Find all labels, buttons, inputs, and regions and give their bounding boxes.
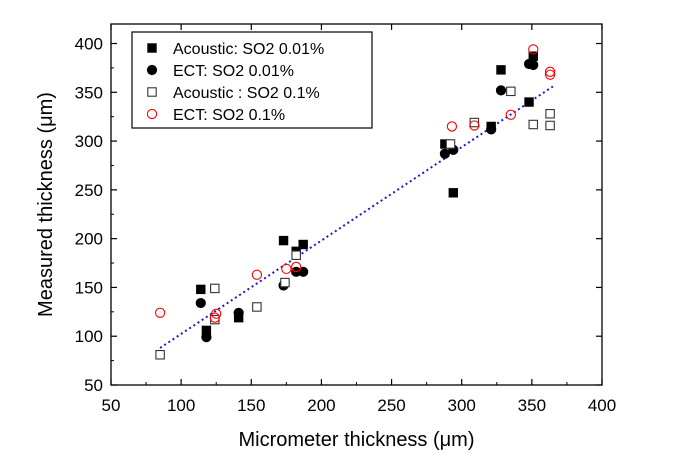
legend: Acoustic: SO2 0.01% ECT: SO2 0.01% Acousti… (131, 31, 373, 129)
data-point-series-3 (155, 350, 165, 360)
data-point-series-3 (445, 139, 456, 149)
data-point-series-2 (486, 124, 497, 135)
y-tick-label: 400 (75, 35, 103, 54)
y-tick-label: 100 (75, 327, 103, 346)
data-point-series-1 (278, 235, 289, 246)
legend-label: Acoustic: SO2 0.01% (173, 41, 324, 58)
data-point-series-1 (524, 97, 534, 107)
legend-marker (147, 87, 157, 97)
data-point-series-2 (528, 59, 539, 71)
x-tick-label: 150 (237, 396, 265, 415)
data-point-series-1 (298, 239, 308, 250)
legend-marker (147, 43, 157, 53)
data-point-series-2 (195, 297, 206, 309)
data-point-series-1 (196, 284, 206, 295)
legend-marker (146, 108, 158, 120)
data-point-series-3 (545, 120, 555, 131)
data-point-series-2 (201, 332, 212, 343)
data-point-series-2 (495, 85, 507, 96)
data-point-series-4 (469, 120, 480, 131)
x-tick-label: 350 (518, 396, 546, 415)
data-point-series-3 (291, 250, 301, 260)
data-point-series-3 (210, 283, 220, 294)
x-tick-label: 250 (377, 396, 405, 415)
legend-marker (146, 64, 158, 76)
y-tick-label: 50 (84, 376, 103, 395)
x-tick-label: 400 (588, 396, 616, 415)
legend-label: Acoustic : SO2 0.1% (173, 85, 320, 102)
y-tick-label: 200 (75, 230, 103, 249)
y-tick-label: 250 (75, 181, 103, 200)
data-point-series-4 (281, 263, 292, 275)
data-point-series-4 (505, 109, 516, 120)
data-point-series-1 (496, 65, 506, 75)
data-point-series-4 (544, 66, 556, 77)
data-point-series-4 (154, 307, 166, 318)
y-tick-label: 150 (75, 278, 103, 297)
x-tick-label: 300 (448, 396, 476, 415)
data-point-series-4 (211, 308, 222, 319)
data-point-series-4 (528, 44, 539, 55)
data-point-series-2 (439, 148, 450, 159)
legend-box (131, 31, 373, 129)
x-tick-label: 100 (167, 396, 195, 415)
y-tick-label: 300 (75, 132, 103, 151)
data-point-series-4 (291, 261, 302, 273)
y-tick-label: 350 (75, 83, 103, 102)
data-point-series-2 (233, 307, 244, 318)
x-tick-label: 200 (307, 396, 335, 415)
data-point-series-3 (252, 302, 262, 312)
plot-frame (110, 23, 603, 386)
data-point-series-4 (446, 121, 458, 132)
data-point-series-3 (280, 277, 290, 288)
legend-label: ECT: SO2 0.01% (173, 63, 294, 80)
data-point-series-2 (298, 266, 309, 277)
data-point-series-4 (251, 269, 263, 280)
data-point-series-3 (506, 86, 516, 97)
data-point-series-3 (528, 119, 539, 130)
legend-label: ECT: SO2 0.1% (173, 107, 285, 124)
data-point-series-3 (545, 109, 555, 119)
fit-line (159, 85, 554, 349)
data-point-series-1 (448, 188, 458, 198)
y-axis-title: Measured thickness (μm) (35, 92, 57, 317)
x-tick-label: 50 (102, 396, 121, 415)
data-point-series-4 (544, 69, 556, 80)
x-axis-title: Micrometer thickness (μm) (239, 429, 475, 451)
